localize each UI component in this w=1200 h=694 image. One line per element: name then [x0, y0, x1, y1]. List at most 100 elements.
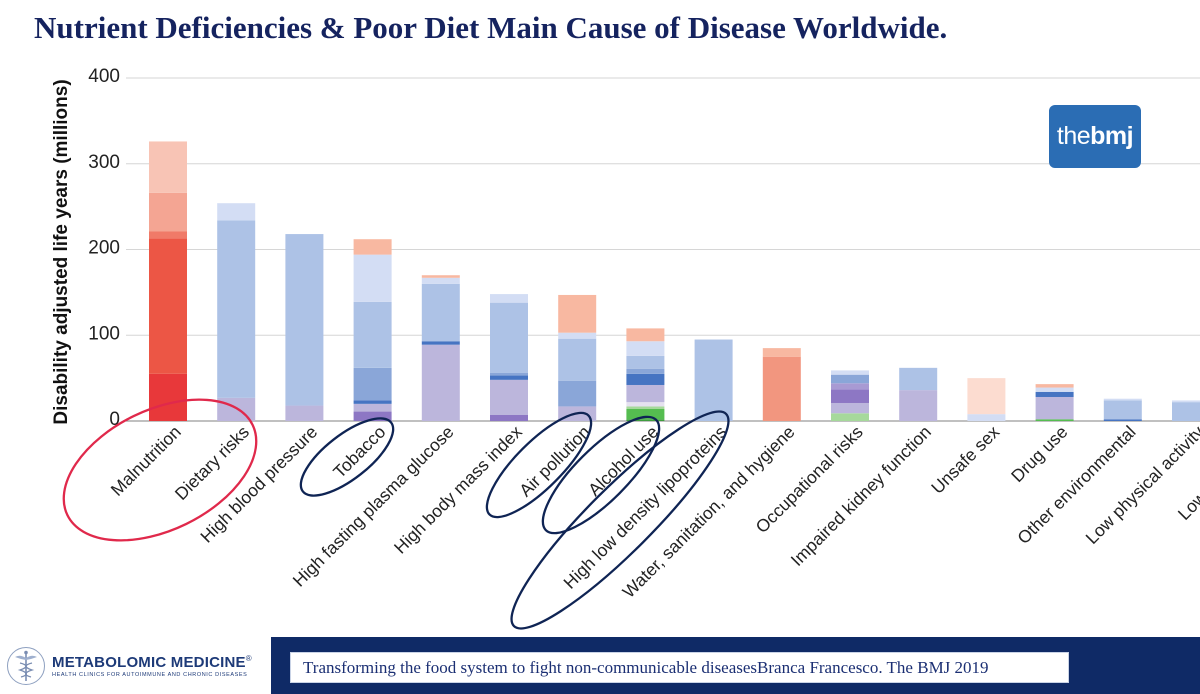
citation-bar: Transforming the food system to fight no… [271, 637, 1200, 694]
bar-segment [831, 389, 869, 403]
bar-segment [558, 380, 597, 407]
bar-segment [353, 411, 392, 421]
bar-segment [421, 341, 460, 345]
x-tick-label: Impaired kidney function [787, 422, 935, 570]
bar-stack [558, 294, 597, 421]
bar-stack [1172, 400, 1200, 421]
bar-stack [967, 378, 1006, 421]
bar-segment [1035, 419, 1074, 421]
footer: METABOLOMIC MEDICINE® HEALTH CLINICS FOR… [0, 637, 1200, 694]
bar-stack [626, 328, 665, 421]
y-tick-label: 200 [88, 238, 120, 259]
bar-segment [149, 238, 187, 374]
annotations [62, 398, 730, 630]
y-tick-label: 400 [88, 66, 120, 87]
bar-segment [149, 192, 187, 232]
highlight-circle [62, 398, 258, 542]
bar-segment [353, 403, 392, 412]
x-tick-label: Unsafe sex [927, 422, 1003, 498]
bar-segment [217, 397, 256, 421]
bar-segment [831, 402, 869, 414]
bar-segment [626, 328, 665, 342]
highlight-circle [510, 410, 730, 630]
x-tick-label: High body mass index [390, 422, 526, 558]
bar-stack [694, 339, 733, 421]
bar-stack [421, 275, 460, 421]
page-title: Nutrient Deficiencies & Poor Diet Main C… [34, 10, 948, 45]
bar-segment [626, 408, 665, 420]
highlight-circle [541, 415, 661, 535]
caduceus-icon [7, 647, 45, 685]
bar-segment [353, 301, 392, 368]
x-tick-label: Low physical activity [1082, 422, 1200, 548]
bar-segment [421, 277, 460, 284]
bar-segment [967, 414, 1006, 421]
bmj-logo: the bmj [1049, 105, 1141, 168]
bar-segment [899, 390, 938, 421]
x-tick-label: Tobacco [329, 422, 389, 482]
org-name-text: METABOLOMIC MEDICINE [52, 654, 246, 671]
bar-segment [626, 373, 665, 385]
bar-segment [421, 344, 460, 421]
bar-stack [1103, 398, 1142, 421]
bar-segment [353, 239, 392, 255]
bar-segment [490, 414, 528, 421]
bar-segment [762, 348, 801, 357]
bar-segment [831, 370, 869, 375]
bar-stack [762, 348, 801, 421]
bar-segment [899, 367, 938, 391]
y-tick-label: 100 [88, 323, 120, 344]
bar-segment [149, 373, 187, 421]
bar-segment [831, 374, 869, 384]
bar-segment [967, 378, 1006, 415]
bar-segment [1103, 419, 1142, 421]
x-tick-label: Drug use [1007, 422, 1071, 486]
bar-segment [558, 332, 597, 339]
bar-segment [1035, 384, 1074, 388]
bar-segment [490, 294, 528, 303]
bar-segment [1172, 400, 1200, 403]
bar-segment [1103, 400, 1142, 420]
bar-segment [149, 231, 187, 239]
bar-stack [831, 370, 869, 421]
bar-segment [558, 338, 597, 381]
registered-mark: ® [245, 654, 252, 663]
bar-segment [149, 141, 187, 193]
x-tick-label: Other environmental [1013, 422, 1139, 548]
bar-segment [626, 402, 665, 407]
org-tagline: HEALTH CLINICS FOR AUTOIMMUNE AND CHRONI… [52, 672, 248, 678]
bar-segment [285, 405, 324, 421]
citation-box: Transforming the food system to fight no… [290, 652, 1069, 683]
bar-segment [626, 406, 665, 409]
x-tick-label: High blood pressure [196, 422, 321, 547]
bar-segment [558, 294, 597, 333]
bar-segment [626, 341, 665, 356]
bar-stack [217, 203, 256, 421]
bar-stack [353, 239, 392, 421]
org-name: METABOLOMIC MEDICINE® [52, 654, 252, 671]
citation-text: Transforming the food system to fight no… [303, 657, 989, 677]
bar-segment [353, 367, 392, 401]
bar-segment [694, 339, 733, 421]
y-axis-label: Disability adjusted life years (millions… [51, 79, 72, 424]
bar-segment [421, 283, 460, 342]
bar-segment [1035, 387, 1074, 392]
bar-segment [626, 355, 665, 369]
y-axis: 0 100 200 300 400 [88, 66, 120, 430]
highlight-circle [485, 411, 593, 519]
highlight-circle [299, 417, 395, 497]
bar-stack [899, 367, 938, 421]
bar-segment [490, 379, 528, 415]
metabolomic-medicine-logo: METABOLOMIC MEDICINE® HEALTH CLINICS FOR… [6, 646, 252, 686]
bar-segment [1172, 402, 1200, 421]
bar-segment [421, 275, 460, 278]
bars [149, 141, 1200, 421]
bar-segment [626, 384, 665, 403]
bar-stack [1035, 384, 1074, 421]
bar-segment [626, 368, 665, 374]
y-tick-label: 0 [109, 409, 120, 430]
bar-stack [149, 141, 187, 421]
bmj-logo-brand: bmj [1090, 122, 1134, 150]
bar-segment [831, 413, 869, 421]
